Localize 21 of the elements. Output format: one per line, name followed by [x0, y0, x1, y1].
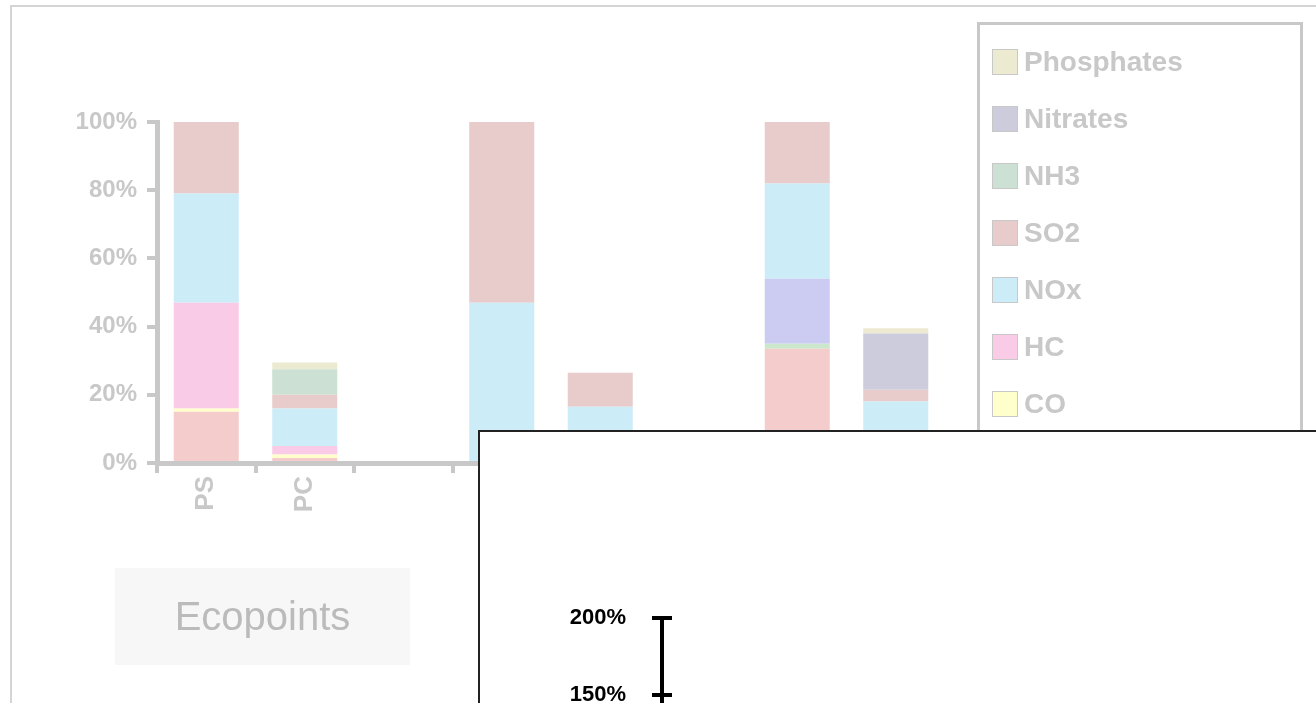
bar [764, 122, 830, 184]
text: 200% [569, 603, 626, 631]
bar [272, 394, 338, 409]
bar [272, 362, 338, 370]
bar [567, 372, 633, 407]
bar [173, 122, 239, 194]
bar [173, 302, 239, 409]
bar [272, 369, 338, 395]
bar [764, 278, 830, 344]
text: Ecopoints [115, 568, 410, 665]
bar [863, 389, 929, 402]
bar [764, 343, 830, 349]
bar [863, 333, 929, 390]
bar [173, 408, 239, 412]
bar [863, 328, 929, 334]
bar [272, 445, 338, 455]
text: 150% [569, 680, 626, 703]
bar [764, 183, 830, 279]
bar [272, 408, 338, 446]
bar [469, 122, 535, 303]
bar [173, 193, 239, 303]
